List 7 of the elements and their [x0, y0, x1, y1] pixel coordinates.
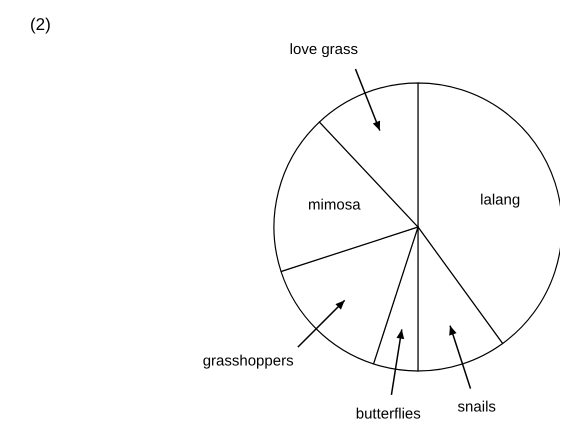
slice-label: lalang: [480, 191, 520, 208]
slice-label: butterflies: [356, 406, 421, 423]
slice-label: love grass: [290, 41, 358, 58]
text: (2): [30, 15, 51, 34]
slice-label: mimosa: [308, 196, 362, 214]
slice-label: snails: [458, 398, 496, 416]
slice-label: grasshoppers: [202, 352, 294, 370]
